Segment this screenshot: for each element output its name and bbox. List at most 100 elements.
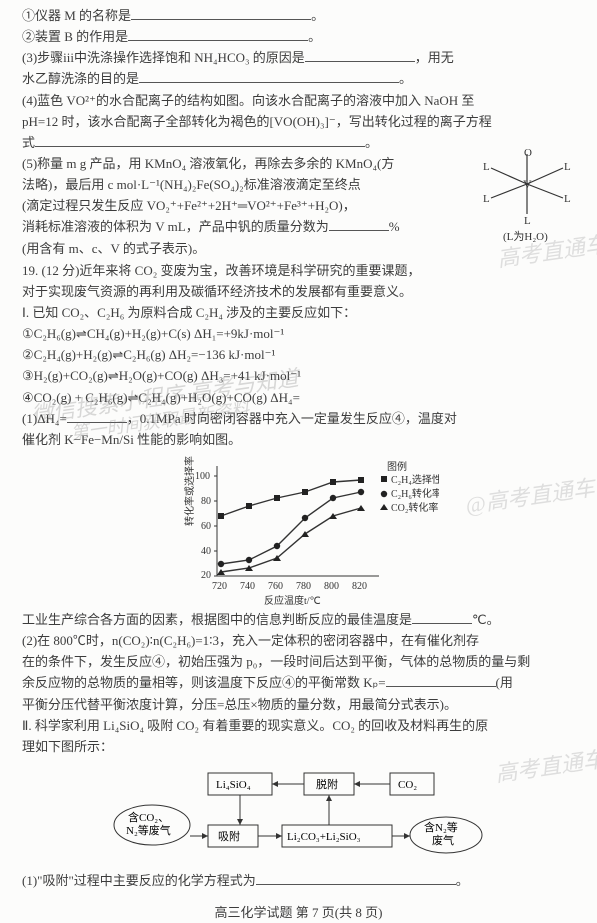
text: (用 bbox=[496, 675, 513, 690]
svg-text:760: 760 bbox=[268, 581, 283, 592]
text-line: (4)蓝色 VO²⁺的水合配离子的结构如图。向该水合配离子的溶液中加入 NaOH… bbox=[22, 91, 575, 111]
text: ②装置 B 的作用是 bbox=[22, 29, 128, 44]
text: 法略)，最后用 c mol·L⁻¹(NH₄)₂Fe(SO₄)₂标准溶液滴定至终点 bbox=[22, 177, 361, 192]
text: (滴定过程只发生反应 VO₂⁺+Fe²⁺+2H⁺═VO²⁺+Fe³⁺+H₂O)， bbox=[22, 198, 356, 213]
svg-text:CO₂转化率: CO₂转化率 bbox=[391, 501, 438, 514]
text: 式 bbox=[22, 135, 35, 150]
text-line: (1)"吸附"过程中主要反应的化学方程式为。 bbox=[22, 871, 575, 891]
text: 工业生产综合各方面的因素，根据图中的信息判断反应的最佳温度是 bbox=[22, 612, 412, 627]
text: Ⅰ. 已知 CO₂、C₂H₆ 为原料合成 C₂H₄ 涉及的主要反应如下： bbox=[22, 305, 356, 320]
text: (1)ΔH₄= bbox=[22, 411, 67, 426]
text: ，用无 bbox=[415, 50, 454, 65]
svg-text:100: 100 bbox=[195, 471, 210, 482]
svg-text:Li₄SiO₄: Li₄SiO₄ bbox=[216, 779, 251, 791]
diagram-label: (L为H₂O) bbox=[503, 230, 548, 243]
x-axis-label: 反应温度t/℃ bbox=[264, 594, 321, 606]
legend-title: 图例 bbox=[387, 460, 407, 473]
text-line: 平衡分压代替平衡浓度计算，分压=总压×物质的量分数，用最简分式表示)。 bbox=[22, 695, 575, 715]
svg-text:V: V bbox=[523, 177, 532, 191]
blank-field bbox=[386, 674, 496, 687]
line-chart: 20 40 60 80 100 720 740 760 780 800 820 … bbox=[179, 456, 419, 606]
blank-field bbox=[35, 134, 365, 147]
svg-text:O: O bbox=[524, 148, 532, 159]
svg-text:800: 800 bbox=[324, 581, 339, 592]
svg-text:720: 720 bbox=[212, 581, 227, 592]
blank-field bbox=[305, 49, 415, 62]
y-axis-label: 转化率或选择率/% bbox=[183, 456, 196, 526]
footer-text: 高三化学试题 第 7 页(共 8 页) bbox=[215, 905, 383, 920]
text-line: 催化剂 K−Fe−Mn/Si 性能的影响如图。 bbox=[22, 430, 575, 450]
svg-text:含N₂等: 含N₂等 bbox=[424, 820, 458, 834]
text: 余反应物的总物质的量相等，则该温度下反应④的平衡常数 Kₚ= bbox=[22, 675, 386, 690]
text: (3)步骤iii中洗涤操作选择饱和 NH₄HCO₃ 的原因是 bbox=[22, 50, 305, 65]
text: % bbox=[389, 219, 400, 234]
text: (用含有 m、c、V 的式子表示)。 bbox=[22, 241, 205, 256]
text: ③H₂(g)+CO₂(g)⇌H₂O(g)+CO(g) ΔH₃=+41 kJ·mo… bbox=[22, 368, 301, 383]
svg-text:80: 80 bbox=[201, 496, 211, 507]
text: ，0.1MPa 时向密闭容器中充入一定量 bbox=[127, 411, 340, 426]
svg-text:20: 20 bbox=[201, 570, 211, 581]
text-line: (3)步骤iii中洗涤操作选择饱和 NH₄HCO₃ 的原因是 ，用无 bbox=[22, 48, 575, 68]
text-line: 余反应物的总物质的量相等，则该温度下反应④的平衡常数 Kₚ= (用 bbox=[22, 673, 575, 693]
flow-diagram: Li₄SiO₄ 脱附 CO₂ 吸附 Li₂CO₃+Li₂SiO₃ 含CO₂、 N… bbox=[104, 767, 494, 865]
text-line: 19. (12 分)近年来将 CO₂ 变废为宝，改善环境是科学研究的重要课题， bbox=[22, 261, 575, 281]
text-line: Ⅰ. 已知 CO₂、C₂H₆ 为原料合成 C₂H₄ 涉及的主要反应如下： bbox=[22, 303, 575, 323]
blank-field bbox=[412, 611, 472, 624]
svg-text:含CO₂、: 含CO₂、 bbox=[128, 810, 169, 824]
svg-text:780: 780 bbox=[296, 581, 311, 592]
text: 对于实现废气资源的再利用及碳循环经济技术的发展都有重要意义。 bbox=[22, 284, 412, 299]
text-line: ②装置 B 的作用是。 bbox=[22, 27, 575, 47]
svg-text:L: L bbox=[483, 161, 490, 173]
blank-field bbox=[131, 7, 311, 20]
svg-text:吸附: 吸附 bbox=[218, 829, 240, 843]
text-line: 对于实现废气资源的再利用及碳循环经济技术的发展都有重要意义。 bbox=[22, 282, 575, 302]
text: ④CO₂(g) + C₂H₆(g)⇌C₂H₄(g)+H₂O(g)+CO(g) Δ… bbox=[22, 390, 300, 405]
text-line: pH=12 时，该水合配离子全部转化为褐色的[VO(OH)₃]⁻，写出转化过程的… bbox=[22, 112, 575, 132]
watermark-text: @高考直通车 bbox=[463, 471, 597, 523]
text-line: Ⅱ. 科学家利用 Li₄SiO₄ 吸附 CO₂ 有着重要的现实意义。CO₂ 的回… bbox=[22, 716, 575, 736]
blank-field bbox=[128, 28, 308, 41]
svg-text:740: 740 bbox=[240, 581, 255, 592]
text: ①C₂H₆(g)⇌CH₄(g)+H₂(g)+C(s) ΔH₁=+9kJ·mol⁻… bbox=[22, 326, 284, 341]
blank-field bbox=[256, 872, 456, 885]
svg-text:脱附: 脱附 bbox=[316, 777, 338, 791]
text-line: ①C₂H₆(g)⇌CH₄(g)+H₂(g)+C(s) ΔH₁=+9kJ·mol⁻… bbox=[22, 324, 575, 344]
blank-field bbox=[329, 218, 389, 231]
text: (5)称量 m g 产品，用 KMnO₄ 溶液氧化，再除去多余的 KMnO₄(方 bbox=[22, 156, 394, 171]
text: 消耗标准溶液的体积为 V mL，产品中钒的质量分数为 bbox=[22, 219, 329, 234]
svg-text:820: 820 bbox=[352, 581, 367, 592]
svg-text:L: L bbox=[483, 193, 490, 205]
text-line: (1)ΔH₄= ，0.1MPa 时向密闭容器中充入一定量发生反应④，温度对 bbox=[22, 409, 575, 429]
svg-text:C₂H₆转化率: C₂H₆转化率 bbox=[391, 487, 439, 500]
svg-text:L: L bbox=[564, 193, 571, 205]
blank-field bbox=[139, 70, 399, 83]
text-line: ①仪器 M 的名称是。 bbox=[22, 6, 575, 26]
text: 水乙醇洗涤的目的是 bbox=[22, 71, 139, 86]
text-line: 水乙醇洗涤的目的是。 bbox=[22, 69, 575, 89]
text: 19. (12 分)近年来将 CO₂ 变废为宝，改善环境是科学研究的重要课题， bbox=[22, 263, 421, 278]
svg-text:C₂H₄选择性: C₂H₄选择性 bbox=[391, 473, 439, 486]
svg-text:废气: 废气 bbox=[432, 833, 454, 847]
structure-diagram: O L L L L L V (L为H₂O) bbox=[481, 148, 573, 232]
text: Ⅱ. 科学家利用 Li₄SiO₄ 吸附 CO₂ 有着重要的现实意义。CO₂ 的回… bbox=[22, 718, 488, 733]
text-line: (2)在 800℃时，n(CO₂)∶n(C₂H₆)=1∶3，充入一定体积的密闭容… bbox=[22, 631, 575, 651]
text: ②C₂H₄(g)+H₂(g)⇌C₂H₆(g) ΔH₂=−136 kJ·mol⁻¹ bbox=[22, 347, 275, 362]
text: 发生反应④，温度对 bbox=[340, 411, 457, 426]
svg-text:Li₂CO₃+Li₂SiO₃: Li₂CO₃+Li₂SiO₃ bbox=[287, 831, 361, 843]
text: 在的条件下，发生反应④，初始压强为 p₀，一段时间后达到平衡，气体的总物质的量与… bbox=[22, 654, 530, 669]
svg-text:60: 60 bbox=[201, 521, 211, 532]
page-footer: 高三化学试题 第 7 页(共 8 页) bbox=[22, 903, 575, 923]
svg-text:L: L bbox=[564, 161, 571, 173]
svg-text:40: 40 bbox=[201, 546, 211, 557]
text: pH=12 时，该水合配离子全部转化为褐色的[VO(OH)₃]⁻，写出转化过程的… bbox=[22, 114, 492, 129]
text: (1)"吸附"过程中主要反应的化学方程式为 bbox=[22, 873, 256, 888]
text-line: 理如下图所示： bbox=[22, 737, 575, 757]
text: 平衡分压代替平衡浓度计算，分压=总压×物质的量分数，用最简分式表示)。 bbox=[22, 697, 457, 712]
text: ℃。 bbox=[472, 612, 500, 627]
svg-text:L: L bbox=[524, 215, 531, 227]
text: 催化剂 K−Fe−Mn/Si 性能的影响如图。 bbox=[22, 432, 241, 447]
text-line: 工业生产综合各方面的因素，根据图中的信息判断反应的最佳温度是 ℃。 bbox=[22, 610, 575, 630]
text-line: 在的条件下，发生反应④，初始压强为 p₀，一段时间后达到平衡，气体的总物质的量与… bbox=[22, 652, 575, 672]
blank-field bbox=[67, 410, 127, 423]
text-line: ④CO₂(g) + C₂H₆(g)⇌C₂H₄(g)+H₂O(g)+CO(g) Δ… bbox=[22, 388, 575, 408]
